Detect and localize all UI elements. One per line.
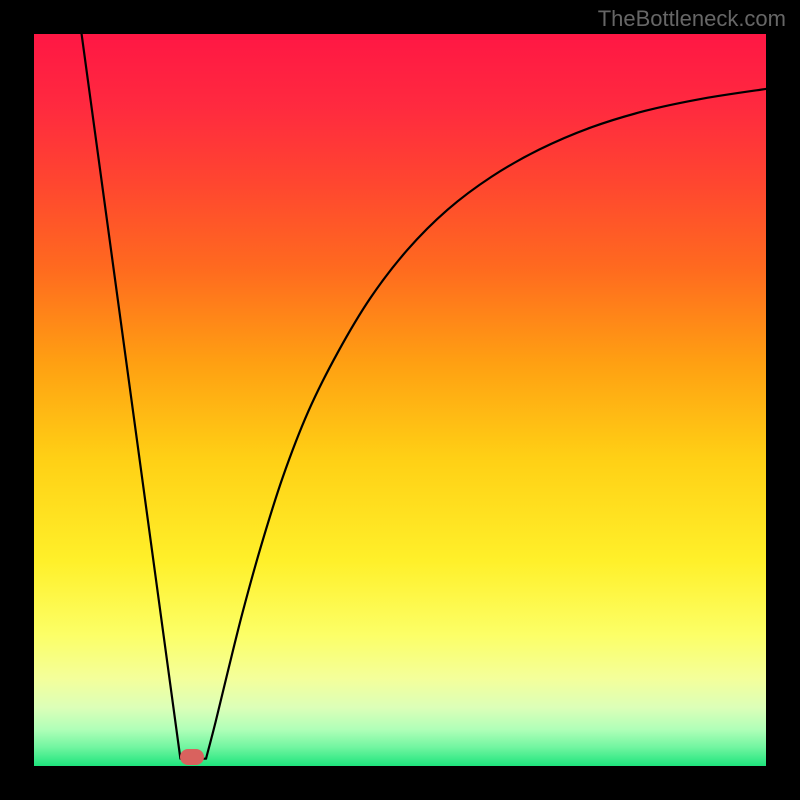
optimum-marker bbox=[180, 749, 204, 765]
watermark-text: TheBottleneck.com bbox=[598, 6, 786, 32]
curve-overlay bbox=[34, 34, 766, 766]
chart-container: TheBottleneck.com bbox=[0, 0, 800, 800]
plot-area bbox=[34, 34, 766, 766]
bottleneck-curve bbox=[82, 34, 766, 759]
